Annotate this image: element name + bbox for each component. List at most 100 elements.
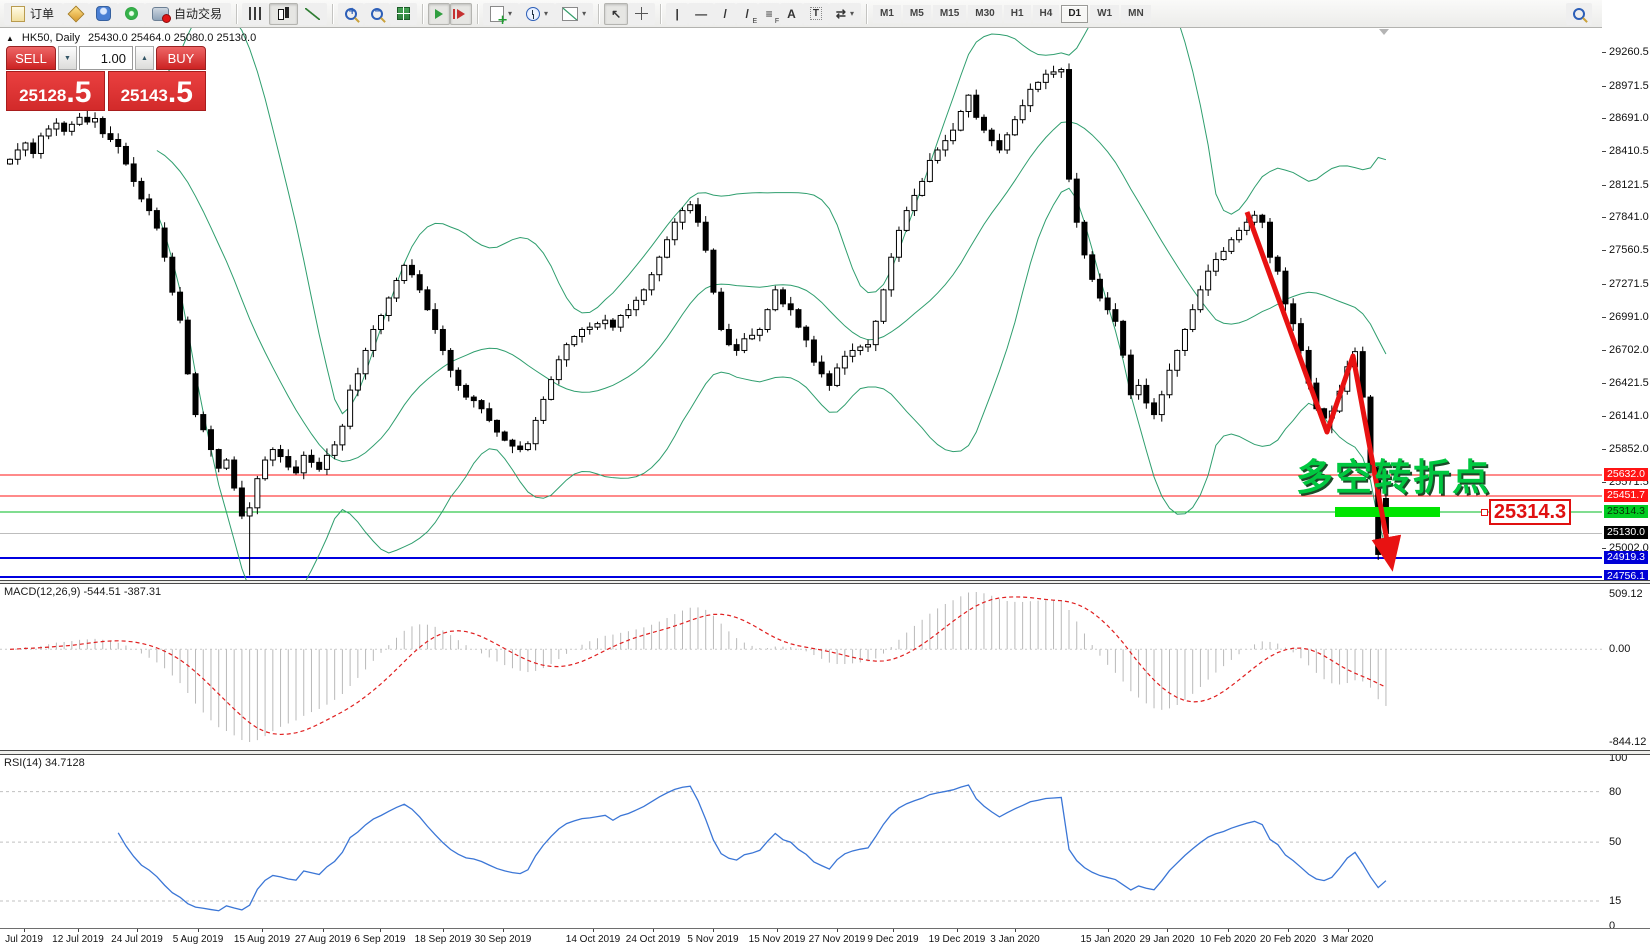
rsi-axis-label: 50 bbox=[1609, 836, 1622, 848]
sell-price-button[interactable]: 25128 .5 bbox=[6, 71, 105, 111]
zoom-in-icon[interactable] bbox=[338, 2, 365, 25]
pane-splitter-macd[interactable] bbox=[0, 580, 1650, 584]
price-tick bbox=[1602, 548, 1606, 549]
text-icon[interactable]: A bbox=[780, 2, 803, 25]
date-tick bbox=[78, 929, 79, 932]
turning-point-annotation: 多空转折点 bbox=[1296, 457, 1491, 498]
macd-indicator-canvas[interactable] bbox=[0, 584, 1602, 750]
window-icon: ▲ bbox=[6, 33, 14, 43]
candlestick-icon[interactable] bbox=[269, 2, 299, 25]
toolbar-separator bbox=[332, 3, 334, 24]
toolbar-separator bbox=[660, 3, 662, 24]
arrows-icon[interactable]: ⇄ ▾ bbox=[828, 2, 861, 25]
timeframe-mn[interactable]: MN bbox=[1121, 4, 1151, 23]
date-tick-label: 10 Feb 2020 bbox=[1199, 934, 1257, 945]
autotrading-button[interactable]: 自动交易 bbox=[145, 2, 232, 25]
date-tick-label: 14 Oct 2019 bbox=[565, 934, 621, 945]
auto-scroll-icon[interactable] bbox=[428, 2, 451, 25]
date-tick-label: 30 Sep 2019 bbox=[474, 934, 532, 945]
price-tick-label: 27271.5 bbox=[1609, 278, 1649, 290]
price-tick-label: 27560.5 bbox=[1609, 244, 1649, 256]
price-tick-label: 25852.0 bbox=[1609, 443, 1649, 455]
buy-button[interactable]: BUY bbox=[156, 46, 206, 70]
price-chart-canvas[interactable] bbox=[0, 28, 1602, 580]
date-tick bbox=[1288, 929, 1289, 932]
date-tick bbox=[137, 929, 138, 932]
price-tick-label: 26421.5 bbox=[1609, 377, 1649, 389]
vertical-line-icon[interactable]: | bbox=[666, 2, 689, 25]
price-tick bbox=[1602, 317, 1606, 318]
timeframe-m1[interactable]: M1 bbox=[873, 4, 901, 23]
cursor-icon[interactable]: ↖ bbox=[604, 2, 629, 25]
new-order-button[interactable]: 订单 bbox=[4, 2, 64, 25]
new-chart-button[interactable]: ▾ bbox=[483, 2, 520, 27]
date-tick bbox=[713, 929, 714, 932]
price-tick bbox=[1602, 52, 1606, 53]
zoom-out-icon[interactable] bbox=[364, 2, 391, 25]
lot-size-input[interactable]: 1.00 bbox=[79, 46, 133, 70]
lot-decrease-button[interactable]: ▼ bbox=[58, 46, 77, 70]
bar-chart-icon[interactable] bbox=[242, 2, 270, 25]
periods-button[interactable]: ▾ bbox=[519, 2, 556, 25]
date-tick-label: 24 Oct 2019 bbox=[625, 934, 681, 945]
date-tick bbox=[1015, 929, 1016, 932]
timeframe-h4[interactable]: H4 bbox=[1032, 4, 1060, 23]
symbol-period-label: HK50, Daily bbox=[21, 32, 80, 44]
date-tick-label: 27 Aug 2019 bbox=[294, 934, 352, 945]
toolbar-separator bbox=[422, 3, 424, 24]
market-watch-icon[interactable] bbox=[89, 2, 119, 25]
price-level-badge: 25130.0 bbox=[1604, 526, 1648, 539]
price-tick bbox=[1602, 86, 1606, 87]
signals-icon[interactable] bbox=[118, 2, 146, 25]
crosshair-icon[interactable] bbox=[628, 2, 656, 25]
price-level-badge: 24919.3 bbox=[1604, 551, 1648, 564]
date-tick bbox=[503, 929, 504, 932]
pane-splitter-rsi[interactable] bbox=[0, 750, 1650, 755]
sell-button[interactable]: SELL bbox=[6, 46, 56, 70]
price-axis[interactable]: 29260.5 28971.5 28691.0 28410.5 28121.5 27841… bbox=[1602, 0, 1650, 950]
chart-shift-icon[interactable] bbox=[450, 2, 473, 25]
line-chart-icon[interactable] bbox=[298, 2, 328, 25]
channel-icon[interactable]: / E bbox=[736, 2, 759, 25]
price-tick bbox=[1602, 151, 1606, 152]
rsi-indicator-canvas[interactable] bbox=[0, 755, 1602, 928]
timeframe-d1[interactable]: D1 bbox=[1061, 4, 1089, 23]
date-tick-label: 12 Jul 2019 bbox=[52, 934, 104, 945]
text-label-icon[interactable]: T bbox=[802, 2, 829, 25]
profile-icon[interactable] bbox=[63, 2, 90, 25]
buy-price-button[interactable]: 25143 .5 bbox=[107, 71, 206, 111]
timeframe-m30[interactable]: M30 bbox=[968, 4, 1002, 23]
timeframe-h1[interactable]: H1 bbox=[1003, 4, 1031, 23]
date-tick-label: 3 Mar 2020 bbox=[1322, 934, 1374, 945]
chart-shift-marker[interactable] bbox=[1379, 29, 1389, 35]
date-tick bbox=[323, 929, 324, 932]
date-axis[interactable]: Jul 2019 12 Jul 2019 24 Jul 2019 5 Aug 2019… bbox=[0, 928, 1650, 950]
price-tick-label: 28410.5 bbox=[1609, 145, 1649, 157]
tile-windows-icon[interactable] bbox=[390, 2, 418, 25]
ohlc-values: 25430.0 25464.0 25080.0 25130.0 bbox=[88, 32, 257, 44]
timeframe-m15[interactable]: M15 bbox=[932, 4, 967, 23]
price-tick bbox=[1602, 118, 1606, 119]
price-level-callout[interactable]: 25314.3 bbox=[1489, 499, 1571, 525]
date-tick bbox=[262, 929, 263, 932]
trendline-icon[interactable]: / bbox=[714, 2, 737, 25]
timeframe-m5[interactable]: M5 bbox=[902, 4, 931, 23]
fibonacci-icon[interactable]: ≡ F bbox=[758, 2, 781, 25]
date-tick-label: 24 Jul 2019 bbox=[111, 934, 163, 945]
price-tick bbox=[1602, 449, 1606, 450]
price-tick-label: 27841.0 bbox=[1609, 211, 1649, 223]
horizontal-line-icon[interactable]: — bbox=[688, 2, 715, 25]
rsi-axis-label: 0 bbox=[1609, 920, 1616, 932]
price-tick bbox=[1602, 185, 1606, 186]
templates-button[interactable]: ▾ bbox=[555, 2, 594, 25]
date-tick bbox=[1167, 929, 1168, 932]
lot-increase-button[interactable]: ▲ bbox=[135, 46, 154, 70]
price-tick-label: 26141.0 bbox=[1609, 410, 1649, 422]
price-tick bbox=[1602, 482, 1606, 483]
timeframe-w1[interactable]: W1 bbox=[1090, 4, 1120, 23]
search-icon[interactable] bbox=[1566, 2, 1592, 25]
toolbar-separator bbox=[598, 3, 600, 24]
date-tick-label: 29 Jan 2020 bbox=[1139, 934, 1195, 945]
ask-price-fraction: .5 bbox=[167, 76, 193, 109]
date-tick-label: 9 Dec 2019 bbox=[867, 934, 919, 945]
